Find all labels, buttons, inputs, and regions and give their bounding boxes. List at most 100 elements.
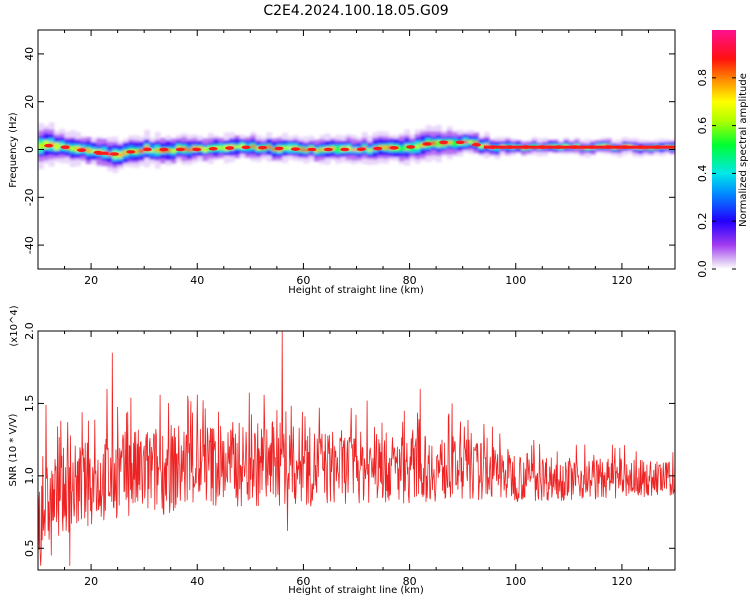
heatmap-cell [250, 145, 257, 148]
y-tick-label: 0.5 [23, 540, 36, 558]
heatmap-peak [389, 146, 399, 150]
snr-panel: 20 40 60 80 100 120 0.5 1.0 1.5 2.0 Height of str… [8, 305, 676, 596]
heatmap-peak [340, 147, 350, 152]
heatmap-peak [60, 145, 70, 150]
heatmap-cell [446, 141, 453, 145]
heatmap-peak [175, 147, 185, 152]
snr-x-axis-label: Height of straight line (km) [288, 585, 424, 596]
heatmap-cell [483, 143, 490, 147]
colorbar: 0.0 0.2 0.4 0.6 0.8 Normalized spectral ampl… [696, 30, 749, 278]
heatmap-peak [208, 146, 218, 151]
heatmap-cell [117, 153, 124, 157]
y-tick-label: 1.0 [23, 467, 36, 485]
heatmap-cell [319, 148, 326, 151]
heatmap-cell [383, 145, 389, 150]
heatmap-cell [255, 147, 262, 150]
heatmap-cell [351, 148, 358, 151]
heatmap-peak [192, 147, 202, 152]
y-tick-label: 1.5 [23, 395, 36, 413]
colorbar-tick-label: 0.6 [696, 117, 709, 135]
heatmap-peak [142, 147, 152, 152]
heatmap-peak [126, 150, 136, 154]
heatmap-cell [186, 148, 193, 152]
heatmap-cell [53, 144, 60, 149]
heatmap-cell [462, 140, 469, 144]
y-tick-label: -20 [23, 188, 36, 206]
y-tick-label: 0 [23, 146, 36, 153]
heatmap-cell [478, 144, 485, 148]
heatmap-cell [675, 137, 681, 155]
heatmap-peak [290, 147, 300, 151]
colorbar-tick-label: 0.0 [696, 260, 709, 278]
heatmap-cell [675, 144, 681, 147]
heatmap-cell [361, 146, 368, 150]
heatmap-cell [414, 145, 421, 148]
x-tick-label: 20 [84, 575, 98, 588]
heatmap-cell [69, 146, 76, 151]
heatmap-ridge-core [483, 145, 675, 149]
heatmap-cell [335, 148, 342, 151]
heatmap-peak [356, 147, 366, 152]
heatmap-peak [274, 146, 284, 151]
heatmap-cell [377, 145, 384, 149]
heatmap-cell [234, 145, 241, 148]
snr-series [38, 331, 675, 566]
figure-title: C2E4.2024.100.18.05.G09 [263, 3, 448, 19]
heatmap-peak [323, 147, 333, 152]
y-tick-label: 20 [23, 95, 36, 109]
x-tick-label: 40 [190, 274, 204, 287]
x-tick-label: 100 [505, 274, 526, 287]
heatmap-cell [149, 149, 156, 153]
snr-y-multiplier: (x10^4) [9, 305, 20, 346]
heatmap-cell [675, 141, 681, 151]
colorbar-tick-label: 0.8 [696, 69, 709, 87]
heatmap-peak [439, 140, 449, 145]
spectrogram-x-axis-label: Height of straight line (km) [288, 285, 424, 296]
heatmap-cell [303, 148, 310, 152]
x-tick-label: 80 [403, 575, 417, 588]
heatmap-cell [420, 143, 427, 147]
heatmap-cell [345, 147, 352, 150]
colorbar-label: Normalized spectral amplitude [738, 73, 749, 227]
heatmap-cell [298, 147, 305, 151]
heatmap-cell [282, 146, 289, 150]
snr-line [38, 331, 675, 566]
heatmap-cell [473, 141, 480, 145]
heatmap-cell [367, 149, 374, 152]
heatmap-cell [675, 144, 681, 149]
spectrogram-panel: 20 40 60 80 100 120 -40 -20 0 20 40 Height of stra… [8, 29, 681, 296]
heatmap-cell [271, 148, 278, 151]
x-tick-label: 120 [611, 274, 632, 287]
snr-ticks: 20 40 60 80 100 120 0.5 1.0 1.5 2.0 [23, 322, 676, 588]
x-tick-label: 120 [611, 575, 632, 588]
spectrogram-ticks: 20 40 60 80 100 120 -40 -20 0 20 40 [23, 30, 676, 287]
heatmap-cell [38, 144, 44, 149]
heatmap-cell [436, 141, 443, 146]
y-tick-label: 2.0 [23, 322, 36, 340]
colorbar-ticks: 0.0 0.2 0.4 0.6 0.8 [696, 69, 736, 278]
heatmap-peak [159, 147, 169, 152]
heatmap-cell [452, 141, 458, 145]
colorbar-tick-label: 0.4 [696, 165, 709, 183]
heatmap-cell [398, 147, 405, 151]
heatmap-cell [218, 146, 225, 150]
colorbar-gradient [712, 30, 736, 269]
heatmap-peak [373, 146, 383, 151]
x-tick-label: 60 [296, 575, 310, 588]
colorbar-tick-label: 0.2 [696, 212, 709, 230]
x-tick-label: 100 [505, 575, 526, 588]
spectrogram-heatmap [38, 122, 681, 174]
heatmap-cell [430, 141, 437, 145]
heatmap-cell [165, 149, 172, 152]
heatmap-peak [77, 148, 87, 152]
heatmap-peak [241, 145, 251, 150]
y-tick-label: 40 [23, 47, 36, 61]
heatmap-peak [471, 143, 481, 147]
heatmap-cell [202, 148, 209, 151]
heatmap-cell [287, 146, 294, 150]
heatmap-cell [467, 140, 474, 144]
heatmap-cell [266, 145, 273, 149]
heatmap-peak [258, 145, 268, 150]
spectrogram-y-axis-label: Frequency (Hz) [8, 112, 19, 188]
